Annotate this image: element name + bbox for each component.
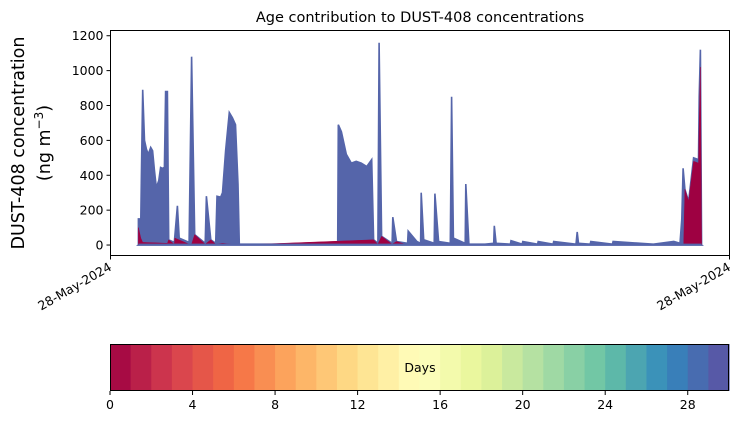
colorbar-bin <box>378 344 400 391</box>
colorbar-bin <box>646 344 668 391</box>
colorbar-bin <box>481 344 503 391</box>
colorbar-bin <box>584 344 606 391</box>
colorbar-tick-label: 0 <box>106 397 114 412</box>
colorbar-bin <box>213 344 235 391</box>
x-tick-label: 28-May-2024 <box>654 259 733 313</box>
y-unit-close: ) <box>35 105 55 112</box>
chart-title: Age contribution to DUST-408 concentrati… <box>256 10 584 26</box>
colorbar-bin <box>171 344 194 391</box>
colorbar-bin <box>151 344 173 391</box>
colorbar-label: Days <box>404 360 435 375</box>
colorbar-bin <box>625 344 648 391</box>
colorbar-bin <box>336 344 359 391</box>
axes-frame <box>110 30 730 256</box>
x-tick-label: 28-May-2024 <box>35 259 114 313</box>
colorbar-tick-label: 28 <box>680 397 696 412</box>
y-axis-unit: (ng m−3) <box>32 105 55 181</box>
colorbar-tick-label: 24 <box>597 397 613 412</box>
colorbar-bin <box>357 344 379 391</box>
x-axis-ticks: 28-May-2024 28-May-2024 <box>35 255 733 313</box>
colorbar-bin <box>130 344 152 391</box>
colorbar-frame <box>110 344 729 391</box>
colorbar-bin <box>708 344 730 391</box>
y-axis-label: DUST-408 concentration <box>9 37 29 250</box>
colorbar-bin <box>233 344 256 391</box>
colorbar-bin <box>192 344 214 391</box>
colorbar-bin <box>295 344 317 391</box>
colorbar-bin <box>254 344 276 391</box>
y-tick-label: 800 <box>80 98 104 113</box>
plot-area <box>136 42 704 246</box>
y-unit-text: (ng m <box>35 129 55 181</box>
colorbar-bin <box>667 344 689 391</box>
y-axis-ticks: 0 200 400 600 800 1000 1200 <box>72 28 111 253</box>
y-tick-label: 200 <box>80 203 104 218</box>
colorbar-bin <box>502 344 524 391</box>
colorbar-bin <box>316 344 338 391</box>
colorbar-bin <box>460 344 482 391</box>
y-tick-label: 600 <box>80 133 104 148</box>
colorbar-bin <box>522 344 544 391</box>
y-axis-label-line1: DUST-408 concentration <box>9 37 29 250</box>
colorbar-bin <box>563 344 586 391</box>
colorbar-bin <box>398 344 421 391</box>
y-tick-label: 1000 <box>72 63 104 78</box>
y-tick-label: 0 <box>96 238 104 253</box>
colorbar-bin <box>275 344 297 391</box>
colorbar-tick-label: 8 <box>271 397 279 412</box>
colorbar: 0 4 8 12 16 20 24 28 <box>106 344 730 412</box>
colorbar-tick-label: 12 <box>350 397 366 412</box>
colorbar-tick-label: 4 <box>189 397 197 412</box>
series-area-0 <box>136 42 704 246</box>
colorbar-tick-label: 16 <box>432 397 448 412</box>
colorbar-bin <box>440 344 462 391</box>
colorbar-bin <box>543 344 565 391</box>
y-unit-sup: −3 <box>32 112 46 130</box>
colorbar-bin <box>687 344 709 391</box>
colorbar-bin <box>419 344 441 391</box>
y-tick-label: 400 <box>80 168 104 183</box>
colorbar-tick-label: 20 <box>515 397 531 412</box>
colorbar-bin <box>605 344 627 391</box>
colorbar-bin <box>110 344 132 391</box>
y-tick-label: 1200 <box>72 28 104 43</box>
